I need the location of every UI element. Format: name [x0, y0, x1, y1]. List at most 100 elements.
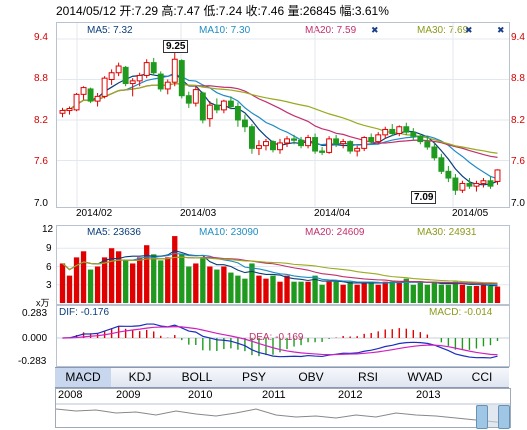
volume-bar [101, 257, 108, 303]
candle [150, 57, 157, 76]
year-label: 2009 [116, 389, 141, 401]
volume-bar [270, 275, 276, 303]
candle [466, 178, 473, 189]
candle [270, 140, 276, 153]
candle [101, 76, 108, 99]
tab-psy[interactable]: PSY [241, 370, 266, 384]
tab-boll[interactable]: BOLL [181, 370, 213, 384]
volume-bar [396, 281, 402, 303]
macd-chart[interactable] [57, 306, 509, 366]
candle [333, 134, 340, 147]
volume-bar [375, 284, 381, 303]
volume-bar [172, 236, 178, 303]
tab-obv[interactable]: OBV [298, 370, 324, 384]
macd-chart-panel[interactable]: DIF: -0.176 DEA: -0.169 MACD: -0.014 [56, 305, 510, 367]
volume-bar [228, 272, 234, 303]
tab-kdj[interactable]: KDJ [128, 370, 152, 384]
quote-header: 2014/05/12 开:7.29 高:7.47 低:7.24 收:7.46 量… [56, 4, 389, 18]
ma10-line [62, 73, 498, 180]
candle [108, 69, 115, 85]
candle [340, 138, 347, 149]
volume-bar [326, 281, 332, 303]
volume-bar [235, 275, 241, 303]
price-ytick-right: 7.6 [511, 156, 525, 167]
volume-chart-panel[interactable]: MA5: 23636 MA10: 23090 MA20: 24609 MA30:… [56, 225, 510, 305]
candle [438, 153, 445, 174]
high-price-label: 9.25 [163, 40, 189, 53]
candle [368, 133, 375, 145]
tab-cci[interactable]: CCI [471, 370, 493, 384]
candle [248, 124, 255, 154]
volume-bar [312, 275, 318, 303]
macd-ytick: 0.000 [22, 333, 48, 344]
candle [487, 176, 494, 189]
tab-rsi[interactable]: RSI [357, 370, 378, 384]
volume-bar [284, 275, 290, 303]
volume-bar [256, 275, 262, 303]
ma10-legend: MA10: 7.30 [199, 25, 251, 36]
candle [389, 124, 396, 137]
price-ytick-left: 7.6 [34, 156, 48, 167]
price-chart[interactable] [57, 23, 509, 207]
volume-bar [445, 284, 452, 303]
year-label: 2010 [188, 389, 213, 401]
candle [94, 93, 101, 107]
candle [396, 125, 403, 137]
range-end-handle[interactable] [498, 405, 510, 429]
candle [480, 178, 487, 188]
candle [192, 86, 199, 107]
candle [375, 132, 382, 144]
tab-wvad[interactable]: WVAD [407, 370, 443, 384]
volume-bar [466, 285, 473, 303]
volume-ytick: 12 [42, 224, 54, 235]
volume-bar [319, 284, 325, 303]
candle [445, 165, 452, 183]
star-icon[interactable]: ✖ [371, 25, 379, 35]
timeline-overview[interactable]: 2008 2009 2010 2011 2012 2013 [55, 388, 511, 429]
candle [347, 140, 354, 154]
ma20-legend: MA20: 7.59 [305, 25, 357, 36]
candle [171, 49, 178, 87]
candle [59, 107, 66, 118]
candle [326, 136, 333, 154]
price-ytick-right: 8.8 [511, 73, 525, 84]
candle [312, 133, 319, 154]
volume-bar [452, 281, 459, 303]
volume-bar [122, 260, 129, 303]
dea-line [62, 326, 498, 356]
star-icon[interactable]: ✖ [465, 25, 473, 35]
candle [459, 180, 466, 193]
volume-unit-label: x万 [36, 298, 50, 308]
candle [403, 122, 410, 135]
volume-bar [459, 284, 466, 303]
volume-bar [151, 254, 157, 303]
candle [66, 106, 73, 115]
price-chart-panel[interactable]: MA5: 7.32 MA10: 7.30 MA20: 7.59 MA30: 7.… [56, 22, 510, 208]
candle [213, 98, 220, 114]
volume-bar [108, 248, 115, 303]
volume-ytick: 6 [46, 262, 52, 273]
candle [199, 91, 206, 124]
candle [473, 180, 480, 192]
candle [452, 174, 459, 195]
candle [241, 114, 248, 133]
volume-chart[interactable] [57, 226, 509, 304]
candle [298, 136, 305, 149]
dif-legend: DIF: -0.176 [59, 307, 110, 318]
macd-ytick: 0.283 [22, 308, 48, 319]
year-label: 2012 [338, 389, 363, 401]
candle [431, 142, 438, 161]
volume-bar [59, 263, 66, 303]
date-tick: 2014/04 [314, 208, 351, 219]
candle [136, 72, 143, 87]
candle [220, 99, 227, 114]
candle [417, 133, 424, 145]
range-start-handle[interactable] [476, 405, 488, 429]
volume-bar [389, 281, 395, 303]
star-icon[interactable]: ✖ [497, 25, 505, 35]
date-tick: 2014/02 [76, 208, 113, 219]
volume-bar [144, 245, 150, 303]
tab-macd[interactable]: MACD [55, 368, 111, 387]
volume-bar [368, 281, 374, 303]
price-ytick-right: 8.2 [511, 115, 525, 126]
